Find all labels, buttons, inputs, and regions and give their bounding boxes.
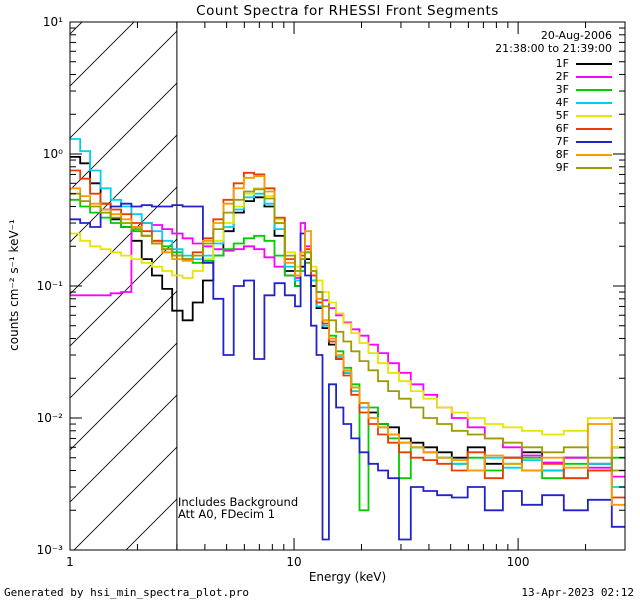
- legend-item-5F: 5F: [556, 109, 612, 122]
- legend-label: 7F: [555, 135, 569, 148]
- legend-label: 1F: [555, 57, 569, 70]
- annotation-includes-background: Includes Background: [178, 495, 299, 509]
- legend-item-3F: 3F: [556, 83, 612, 96]
- y-tick-label: 10⁻¹: [37, 279, 64, 293]
- x-tick-label: 10: [286, 555, 301, 569]
- y-tick-label: 10⁻³: [37, 543, 64, 557]
- legend-item-4F: 4F: [556, 96, 612, 109]
- footer-generator-text: Generated by hsi_min_spectra_plot.pro: [4, 586, 250, 599]
- legend-label: 6F: [555, 122, 569, 135]
- y-tick-label: 10⁰: [43, 147, 63, 161]
- legend-item-9F: 9F: [556, 161, 612, 174]
- legend-label: 3F: [555, 83, 569, 96]
- legend-label: 8F: [555, 148, 569, 161]
- legend-item-7F: 7F: [556, 135, 612, 148]
- legend-color-line: [576, 140, 612, 143]
- series-line-6F: [70, 169, 625, 499]
- legend-label: 5F: [555, 109, 569, 122]
- y-tick-label: 10¹: [43, 15, 63, 29]
- legend-item-6F: 6F: [556, 122, 612, 135]
- legend-color-line: [576, 166, 612, 169]
- y-tick-label: 10⁻²: [37, 411, 64, 425]
- annotation-attenuator-state: Att A0, FDecim 1: [178, 507, 276, 521]
- legend-label: 2F: [555, 70, 569, 83]
- legend-color-line: [576, 114, 612, 117]
- series-line-1F: [70, 156, 625, 472]
- series-line-7F: [70, 202, 625, 541]
- series-group: [70, 138, 625, 541]
- legend-color-line: [576, 127, 612, 130]
- legend-item-1F: 1F: [556, 57, 612, 70]
- tick-labels: 1 10 100 10¹ 10⁰ 10⁻¹ 10⁻² 10⁻³: [37, 15, 530, 569]
- plot-title: Count Spectra for RHESSI Front Segments: [196, 3, 499, 19]
- axis-ticks: [69, 21, 626, 551]
- legend-color-line: [576, 75, 612, 78]
- legend-color-line: [576, 101, 612, 104]
- x-tick-label: 100: [507, 555, 530, 569]
- legend-label: 4F: [555, 96, 569, 109]
- hatched-low-energy-region: [70, 22, 177, 550]
- series-line-9F: [70, 188, 625, 472]
- legend-label: 9F: [555, 161, 569, 174]
- y-axis-label: counts cm⁻² s⁻¹ keV⁻¹: [7, 219, 21, 351]
- legend-color-line: [576, 153, 612, 156]
- x-tick-label: 1: [66, 555, 74, 569]
- x-axis-label: Energy (keV): [308, 570, 387, 584]
- legend: 1F 2F 3F 4F 5F 6F 7F 8F 9F: [556, 57, 612, 174]
- legend-item-8F: 8F: [556, 148, 612, 161]
- legend-color-line: [576, 62, 612, 65]
- footer-timestamp: 13-Apr-2023 02:12: [521, 586, 634, 599]
- legend-color-line: [576, 88, 612, 91]
- obs-time-range: 21:38:00 to 21:39:00: [495, 42, 612, 55]
- obs-date: 20-Aug-2006: [540, 29, 612, 42]
- legend-item-2F: 2F: [556, 70, 612, 83]
